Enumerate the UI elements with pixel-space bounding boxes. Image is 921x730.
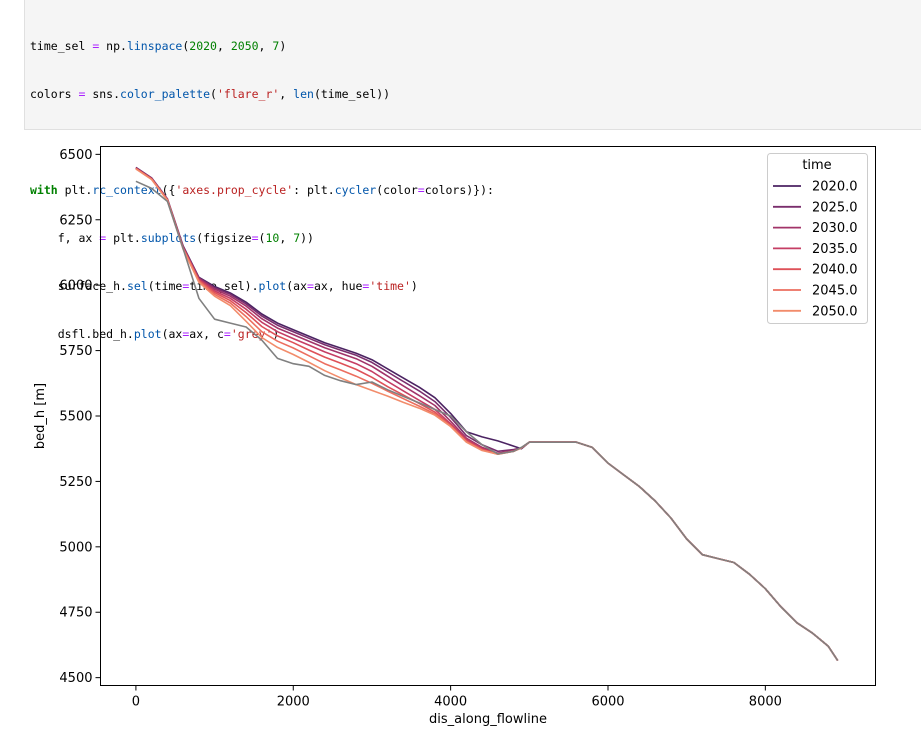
code-line: with plt.rc_context({'axes.prop_cycle': … [30, 183, 494, 197]
code-line: time_sel = np.linspace(2020, 2050, 7) [30, 39, 287, 53]
legend-label: 2030.0 [812, 221, 858, 236]
series-line-2025.0 [135, 167, 839, 662]
x-tick-label: 6000 [591, 695, 624, 710]
series-line-2040.0 [135, 167, 839, 662]
legend-title: time [802, 158, 831, 173]
legend-label: 2050.0 [812, 304, 858, 319]
legend-box [767, 153, 868, 324]
y-tick-label: 5500 [59, 410, 92, 425]
series-line-2035.0 [135, 167, 839, 662]
code-line: colors = sns.color_palette('flare_r', le… [30, 87, 391, 101]
y-axis: 4500 4750 5000 5250 5500 5750 6000 6250 6500 [59, 148, 101, 686]
code-line: dsfl.bed_h.plot(ax=ax, c='grey') [30, 327, 280, 341]
lines-layer [135, 166, 839, 662]
y-tick-label: 6000 [59, 279, 92, 294]
y-axis-label: bed_h [m] [33, 383, 48, 449]
y-tick-label: 5000 [59, 540, 92, 555]
x-tick-label: 2000 [277, 695, 310, 710]
series-line-2050.0 [135, 168, 839, 662]
series-line-2030.0 [135, 167, 839, 662]
code-editor[interactable]: time_sel = np.linspace(2020, 2050, 7) co… [30, 6, 494, 374]
legend: time 2020.0 2025.0 2030.0 2035.0 2040.0 2045.0… [767, 153, 868, 324]
y-tick-label: 4750 [59, 606, 92, 621]
y-tick-label: 6500 [59, 148, 92, 163]
x-tick-label: 8000 [749, 695, 782, 710]
legend-label: 2035.0 [812, 242, 858, 257]
series-line-2020.0 [135, 166, 839, 662]
plot-frame [100, 146, 876, 686]
y-tick-label: 4500 [59, 671, 92, 686]
x-tick-label: 0 [132, 695, 140, 710]
y-tick-label: 5250 [59, 475, 92, 490]
x-tick-label: 4000 [434, 695, 467, 710]
series-line-2045.0 [135, 168, 839, 662]
legend-label: 2020.0 [812, 180, 858, 195]
legend-label: 2045.0 [812, 284, 858, 299]
y-tick-label: 5750 [59, 344, 92, 359]
y-tick-label: 6250 [59, 213, 92, 228]
code-cell[interactable]: time_sel = np.linspace(2020, 2050, 7) co… [24, 0, 921, 341]
bed-line [135, 180, 839, 662]
x-axis-label: dis_along_flowline [429, 712, 547, 727]
legend-label: 2040.0 [812, 263, 858, 278]
legend-label: 2025.0 [812, 200, 858, 215]
x-axis: 0 2000 4000 6000 8000 [132, 685, 782, 710]
